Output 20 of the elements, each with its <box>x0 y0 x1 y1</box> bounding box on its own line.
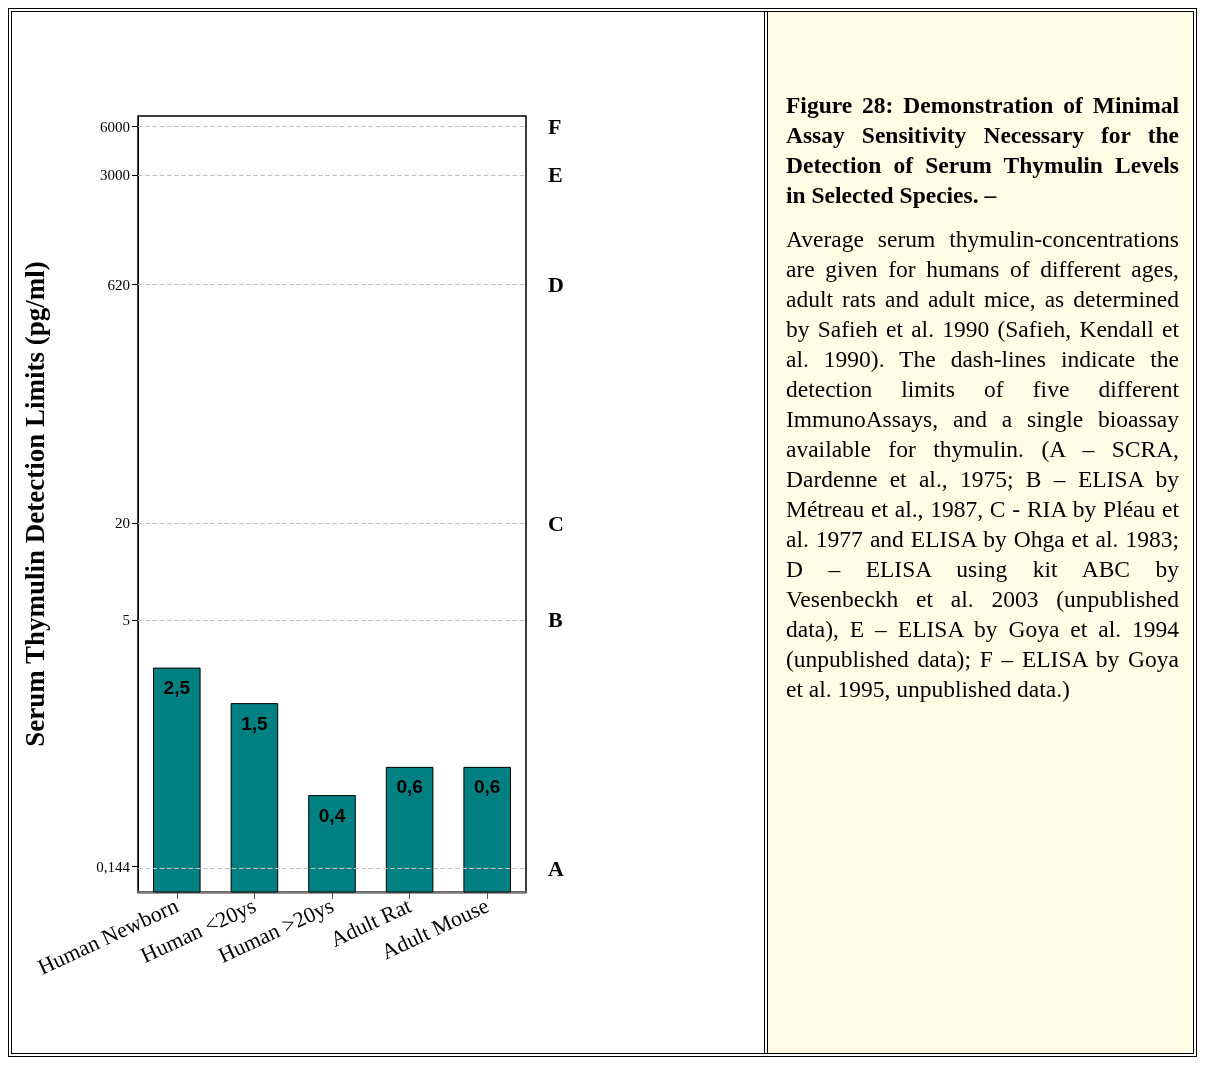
text: Figure 28: Demonstration of Minimal Assay Sensitivity Necessary for the Detection of Serum Thymulin Levels in Selected Species. – <box>786 91 1179 210</box>
data-label: 1,5 <box>241 712 269 734</box>
y-axis-title: Serum Thymulin Detection Limits (pg/ml) <box>19 261 50 747</box>
ref-line-label: C <box>548 510 564 536</box>
ref-line-label: F <box>548 114 562 140</box>
data-label: 0,6 <box>473 776 501 798</box>
y-tick-label: 5 <box>122 611 130 628</box>
ref-line-label: A <box>548 856 564 882</box>
ref-line-label: E <box>548 162 563 188</box>
data-label: 2,5 <box>163 677 191 699</box>
y-tick-label: 3000 <box>100 166 130 183</box>
text: Average serum thymulin-concentrations are given for humans of different ages, adult rats and adult mice, as determined by Safieh et al. 1990 (Safieh, Kendall et al. 1990). The dash-lines indicate the detection limits of five different ImmunoAssays, and a single bioassay available for thymulin. (A – SCRA, Dardenne et al., 1975; B – ELISA by Métreau et al., 1987, C - RIA by Pléau et al. 1977 and ELISA by Ohga et al. 1983; D – ELISA using kit ABC by Vesenbeckh et al. 2003 (unpublished data), E – ELISA by Goya et al. 1994 (unpublished data); F – ELISA by Goya et al. 1995, unpublished data.) <box>786 226 1179 702</box>
y-tick-label: 6000 <box>100 118 130 135</box>
ref-line-label: B <box>548 607 563 633</box>
data-label: 0,6 <box>396 776 423 798</box>
ref-line-label: D <box>548 272 564 298</box>
y-tick-label: 20 <box>115 515 130 532</box>
y-tick-label: 0,144 <box>96 858 131 875</box>
data-label: 0,4 <box>318 804 346 826</box>
y-tick-label: 620 <box>107 276 130 293</box>
